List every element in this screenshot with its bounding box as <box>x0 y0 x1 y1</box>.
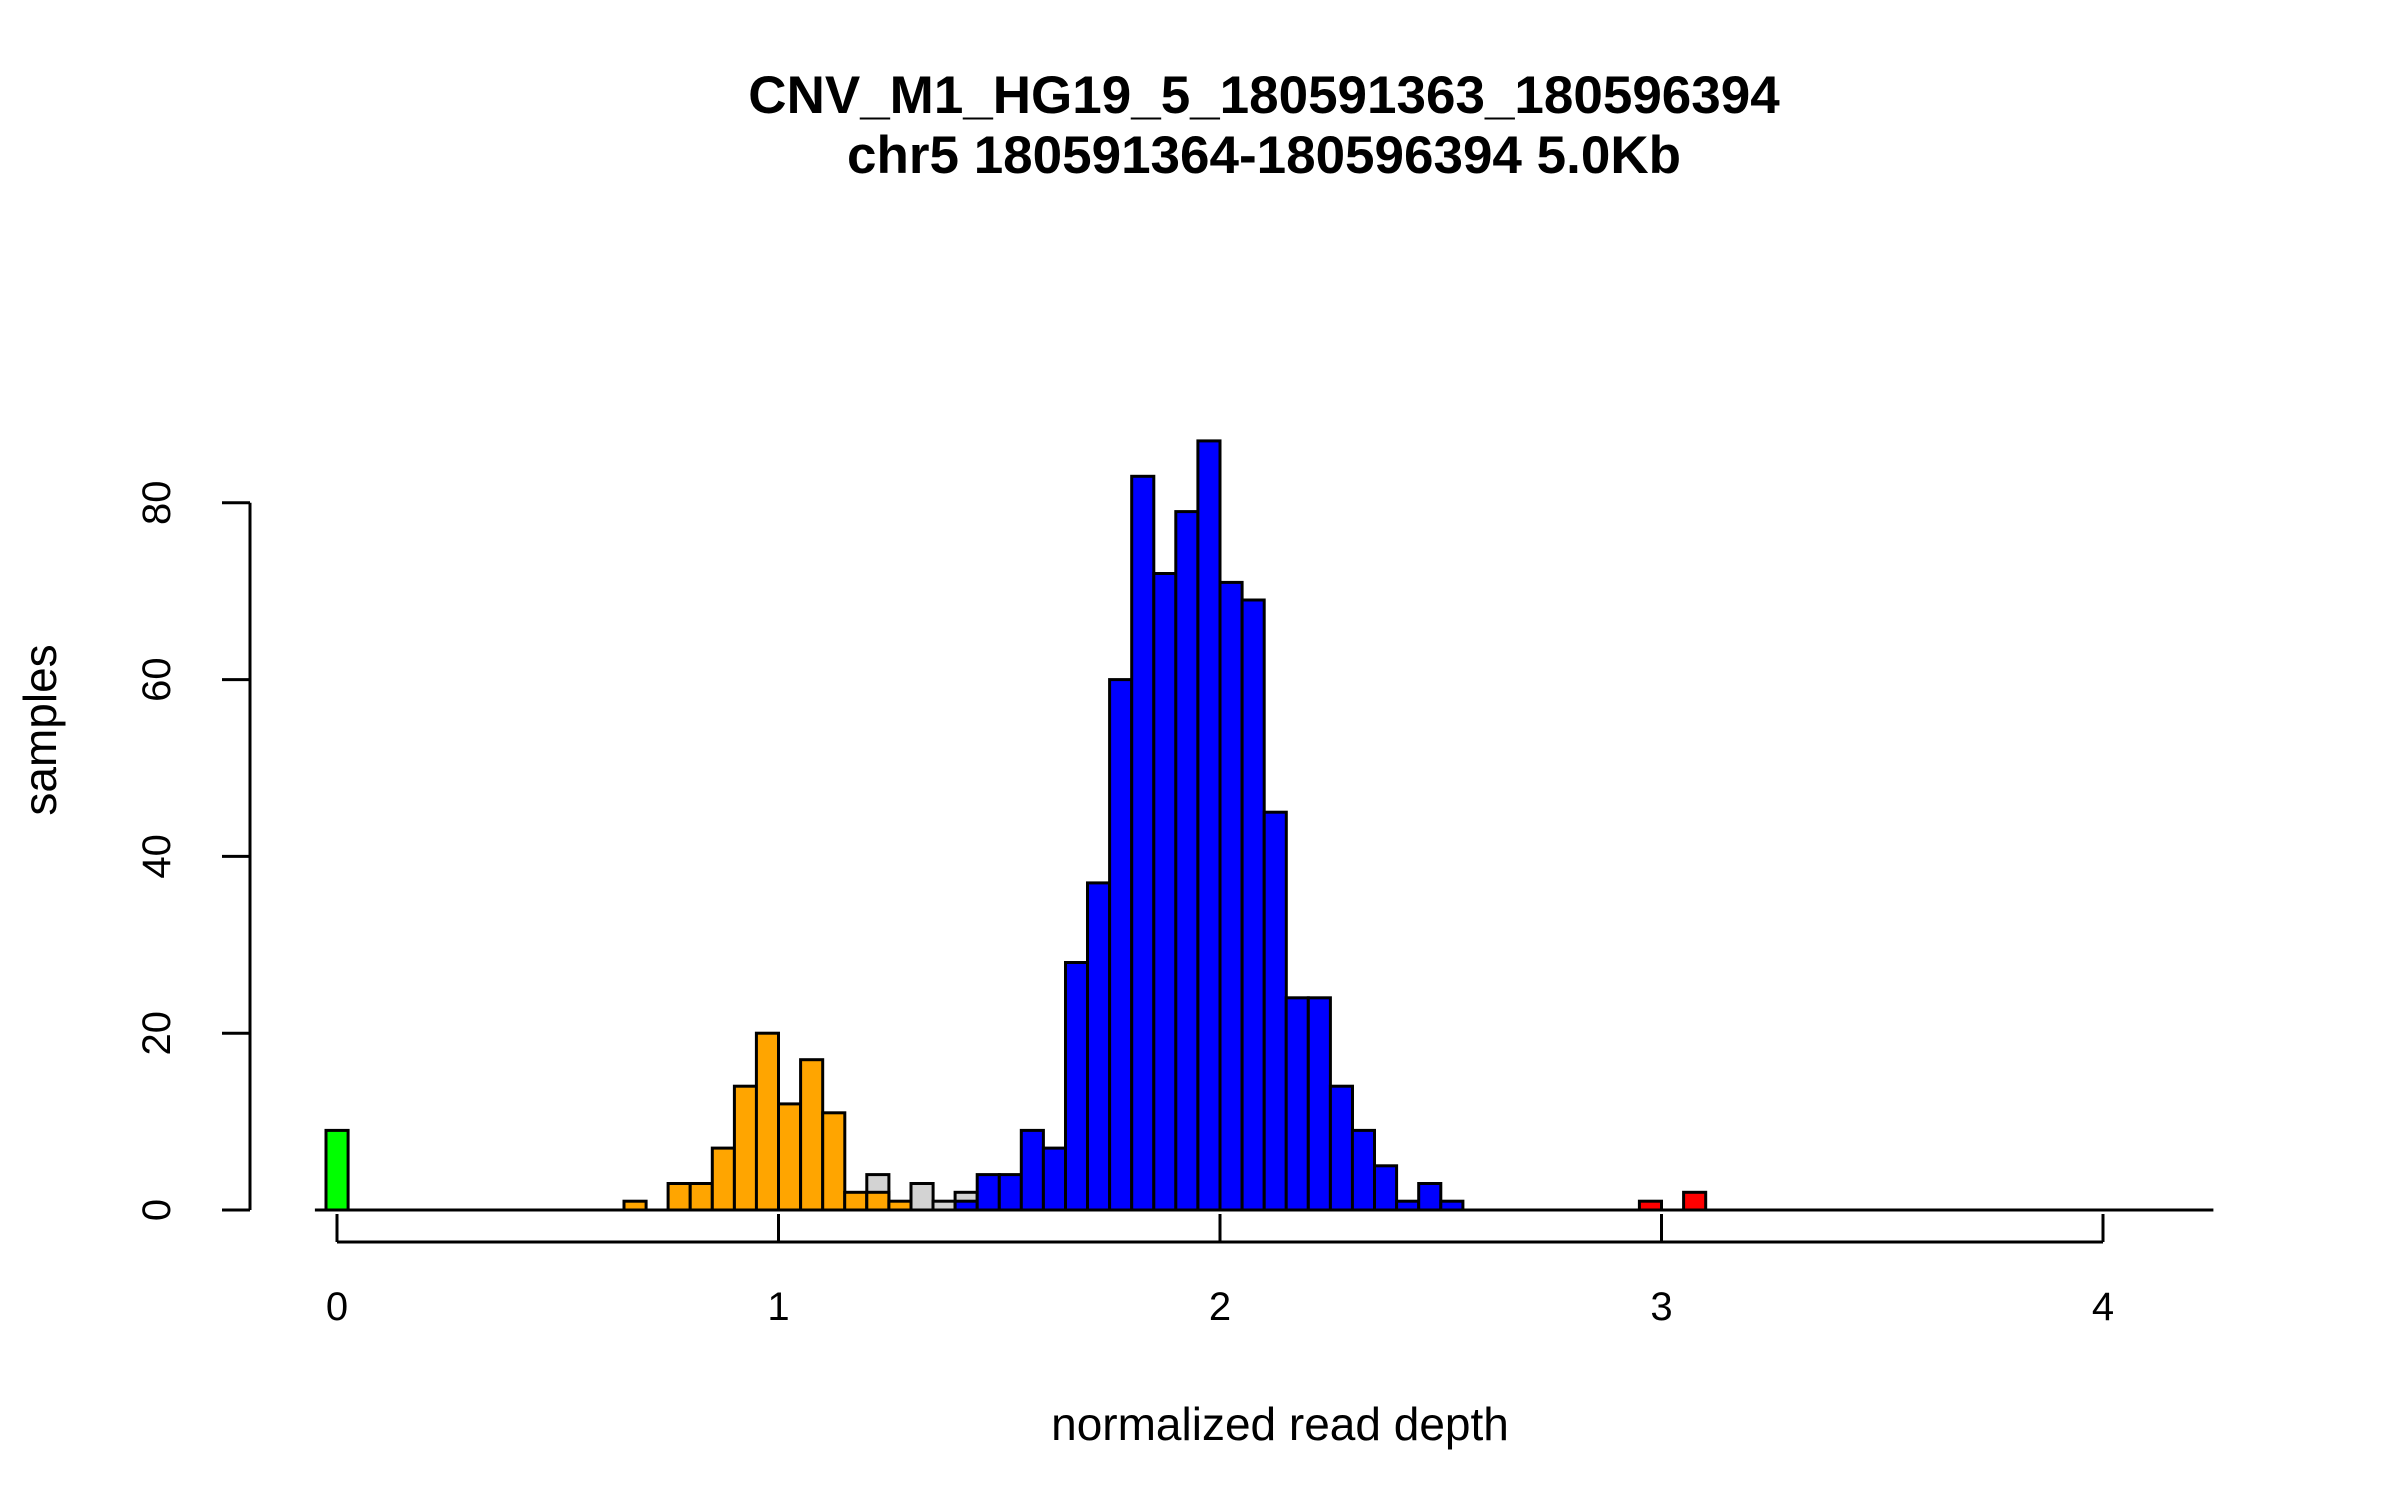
x-tick-label: 3 <box>1650 1285 1672 1329</box>
histogram-bar <box>688 1182 714 1212</box>
bar-group <box>314 439 2214 1212</box>
x-axis-label: normalized read depth <box>1051 1398 1509 1450</box>
y-tick-label: 0 <box>135 1199 179 1221</box>
histogram-bar <box>1328 1084 1355 1212</box>
y-axis: 0 20 40 60 80 <box>135 481 252 1221</box>
histogram-bar <box>1240 598 1266 1212</box>
histogram-bar <box>1682 1190 1708 1212</box>
histogram-bar <box>1350 1128 1377 1212</box>
histogram-bar <box>754 1031 781 1212</box>
histogram-bar <box>843 1190 869 1212</box>
histogram-bar <box>732 1084 759 1212</box>
x-tick-label: 2 <box>1209 1285 1231 1329</box>
x-axis: 0 1 2 3 4 <box>326 1214 2114 1329</box>
y-axis-label: samples <box>14 644 66 815</box>
chart-subtitle: chr5 180591364-180596394 5.0Kb <box>847 126 1681 185</box>
x-tick-label: 4 <box>2092 1285 2114 1329</box>
histogram-bar <box>1174 510 1200 1212</box>
histogram-bar <box>1041 1146 1068 1212</box>
x-tick-label: 1 <box>767 1285 789 1329</box>
histogram-bar <box>1262 810 1288 1212</box>
histogram-bar <box>909 1182 935 1212</box>
histogram-bar <box>1196 439 1222 1212</box>
histogram-bar <box>1130 474 1156 1212</box>
histogram-bar <box>666 1182 692 1212</box>
histogram-bar <box>1218 580 1244 1212</box>
histogram-bar <box>1108 678 1134 1212</box>
histogram-bar <box>1284 996 1310 1212</box>
histogram-bar <box>799 1058 825 1212</box>
histogram-bar <box>1152 572 1178 1212</box>
histogram-bar <box>777 1102 803 1212</box>
histogram-bar <box>1417 1182 1443 1212</box>
y-tick-label: 20 <box>135 1011 179 1056</box>
histogram-bar <box>710 1146 736 1212</box>
histogram-bar <box>865 1190 891 1212</box>
histogram-bar <box>997 1173 1023 1212</box>
x-tick-label: 0 <box>326 1285 348 1329</box>
histogram-bar <box>821 1111 847 1212</box>
histogram-bar <box>1306 996 1332 1212</box>
y-tick-label: 40 <box>135 834 179 879</box>
histogram-bar <box>1019 1128 1045 1212</box>
histogram-bar <box>1086 881 1112 1212</box>
chart-title: CNV_M1_HG19_5_180591363_180596394 <box>748 66 1780 125</box>
histogram-bar <box>324 1128 350 1212</box>
y-tick-label: 60 <box>135 657 179 702</box>
y-tick-label: 80 <box>135 481 179 526</box>
histogram-bar <box>1373 1164 1399 1212</box>
histogram-bar <box>975 1173 1001 1212</box>
histogram-bar <box>1064 961 1090 1212</box>
